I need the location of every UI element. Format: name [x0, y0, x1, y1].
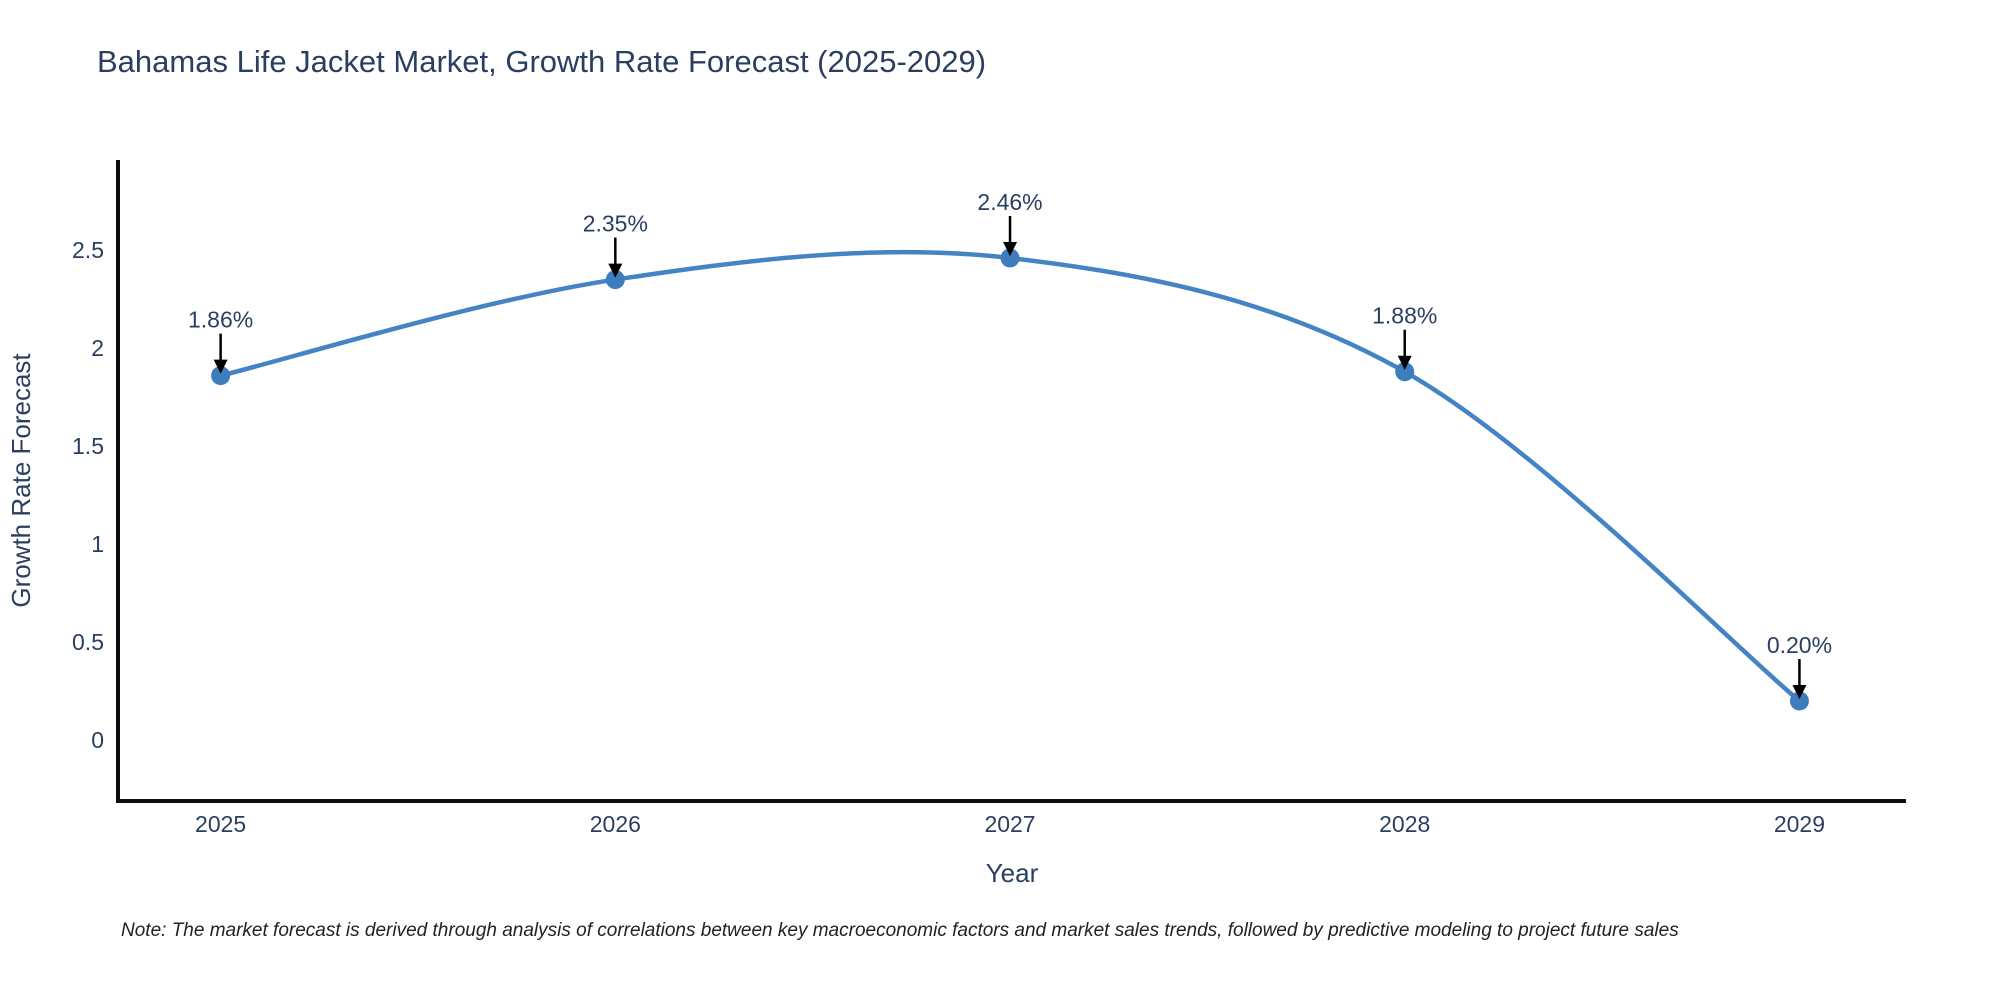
- data-point-marker: [605, 270, 625, 290]
- data-point-label: 0.20%: [1767, 632, 1832, 658]
- y-tick-label: 0.5: [72, 629, 104, 655]
- data-point-marker: [1789, 691, 1809, 711]
- data-point-marker: [1395, 362, 1415, 382]
- data-point-label: 2.35%: [583, 211, 648, 237]
- x-tick-label: 2026: [590, 811, 641, 837]
- annotation-arrow-head: [1397, 355, 1412, 370]
- y-tick-label: 2: [91, 335, 104, 361]
- annotation-arrow-head: [1003, 242, 1018, 257]
- y-tick-label: 1.5: [72, 433, 104, 459]
- x-axis-title: Year: [986, 858, 1039, 888]
- x-tick-label: 2029: [1774, 811, 1825, 837]
- x-tick-label: 2028: [1379, 811, 1430, 837]
- y-tick-label: 1: [91, 531, 104, 557]
- forecast-line: [218, 249, 1802, 704]
- data-point-label: 1.86%: [188, 307, 253, 333]
- x-tick-label: 2027: [984, 811, 1035, 837]
- annotation-arrow-head: [213, 359, 228, 374]
- annotation-arrow-head: [608, 263, 623, 278]
- annotation-arrow-head: [1792, 685, 1807, 700]
- data-point-marker: [211, 366, 231, 386]
- data-point-label: 1.88%: [1372, 303, 1437, 329]
- chart-title: Bahamas Life Jacket Market, Growth Rate …: [97, 44, 987, 79]
- y-tick-label: 0: [91, 727, 104, 753]
- x-tick-label: 2025: [195, 811, 246, 837]
- data-point-label: 2.46%: [977, 189, 1042, 215]
- chart-footnote: Note: The market forecast is derived thr…: [121, 920, 1679, 941]
- y-axis-title: Growth Rate Forecast: [6, 353, 36, 608]
- y-tick-label: 2.5: [72, 237, 104, 263]
- data-point-marker: [1000, 248, 1020, 268]
